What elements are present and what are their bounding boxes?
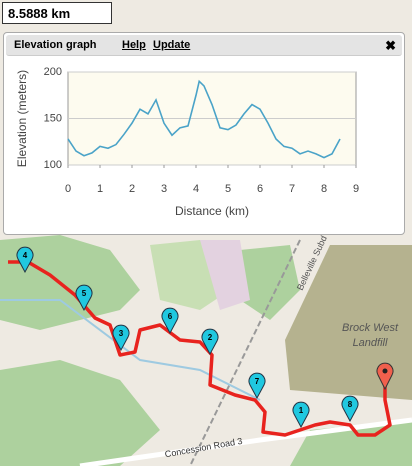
x-tick-label: 7 [289,183,295,195]
marker-label: 1 [299,406,304,415]
panel-title: Elevation graph [14,39,97,51]
marker-label: 6 [168,312,173,321]
route-marker[interactable] [201,328,219,356]
route-marker[interactable] [161,307,179,335]
x-axis-label: Distance (km) [175,204,249,218]
railway [189,239,301,466]
x-tick-label: 0 [65,183,71,195]
landfill [285,245,412,400]
marker-label: 7 [255,377,260,386]
marker-label: 4 [23,251,28,260]
x-tick-label: 5 [225,183,231,195]
route-marker[interactable] [341,395,359,423]
route-marker[interactable] [292,401,310,429]
route-marker[interactable] [75,284,93,312]
y-axis-label: Elevation (meters) [15,70,29,167]
woods [0,360,160,466]
route-marker[interactable] [16,246,34,274]
marker-label: 3 [119,329,124,338]
marker-label: 8 [348,400,353,409]
road [79,417,412,466]
end-marker[interactable] [376,362,394,391]
route-marker[interactable] [112,324,130,352]
elevation-line [67,79,341,159]
route-marker[interactable] [248,372,266,400]
woods [0,235,140,330]
update-link[interactable]: Update [153,39,191,51]
panel-header: Elevation graph Help Update ✖ [6,35,402,56]
x-tick-label: 4 [193,183,199,195]
close-button[interactable]: ✖ [385,38,396,53]
x-tick-label: 6 [257,183,263,195]
y-tick-label: 100 [44,159,62,171]
route [8,260,392,437]
map-label: Landfill [353,337,388,349]
map-label: Brock West [342,322,399,334]
y-tick-label: 200 [44,66,62,78]
marker-label: 2 [208,333,213,342]
woods [240,245,300,320]
x-tick-label: 9 [353,183,359,195]
distance-box: 8.5888 km [2,2,112,24]
residential [200,240,250,310]
help-link[interactable]: Help [122,39,146,51]
x-tick-label: 1 [97,183,103,195]
end-marker-dot [382,368,388,374]
marker-label: 5 [82,289,87,298]
y-tick-label: 150 [44,112,62,124]
x-tick-label: 2 [129,183,135,195]
elevation-chart: 100 150 200 0 1 2 3 4 5 6 7 8 9 Distance (km) Elevatio… [15,66,359,218]
x-tick-label: 8 [321,183,327,195]
stream [0,299,261,401]
x-tick-label: 3 [161,183,167,195]
